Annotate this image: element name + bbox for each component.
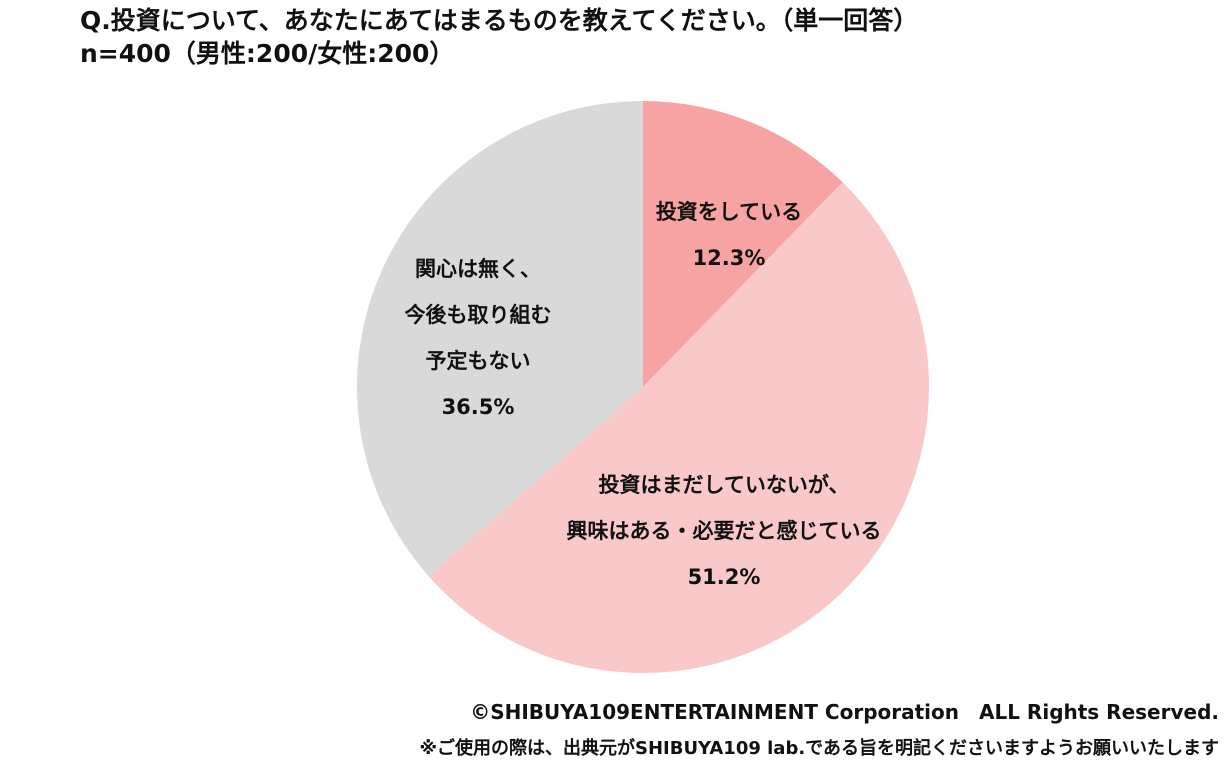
pie-slice-3-label: 予定もない bbox=[426, 349, 531, 373]
pie-slice-2-label: 興味はある・必要だと感じている bbox=[567, 519, 882, 543]
pie-slice-3-label: 今後も取り組む bbox=[405, 303, 552, 327]
pie-slice-3 bbox=[357, 101, 643, 577]
usage-note-text: ※ご使用の際は、出典元がSHIBUYA109 lab.である旨を明記くださいます… bbox=[419, 738, 1220, 759]
pie-slice-1-percent: 12.3% bbox=[693, 246, 766, 270]
pie-labels: 投資をしている 12.3% 投資はまだしていないが、興味はある・必要だと感じている 5… bbox=[405, 200, 882, 589]
chart-title: Q.投資について、あなたにあてはまるものを教えてください。（単一回答） n=40… bbox=[80, 4, 918, 70]
pie-slice-2-label: 投資はまだしていないが、 bbox=[599, 473, 850, 497]
pie-slice-3-percent: 36.5% bbox=[442, 395, 515, 419]
pie-slice-2-percent: 51.2% bbox=[688, 565, 761, 589]
pie-slice-3-label: 関心は無く、 bbox=[415, 257, 541, 281]
pie-slice-1-label: 投資をしている bbox=[656, 200, 802, 224]
pie-slice-2 bbox=[428, 182, 930, 674]
sample-size-text: n=400（男性:200/女性:200） bbox=[80, 39, 455, 68]
question-text: Q.投資について、あなたにあてはまるものを教えてください。（単一回答） bbox=[80, 6, 919, 35]
copyright-text: ©SHIBUYA109ENTERTAINMENT Corporation ALL… bbox=[470, 700, 1219, 724]
pie-slice-1 bbox=[643, 101, 843, 387]
pie-slices bbox=[357, 101, 930, 674]
